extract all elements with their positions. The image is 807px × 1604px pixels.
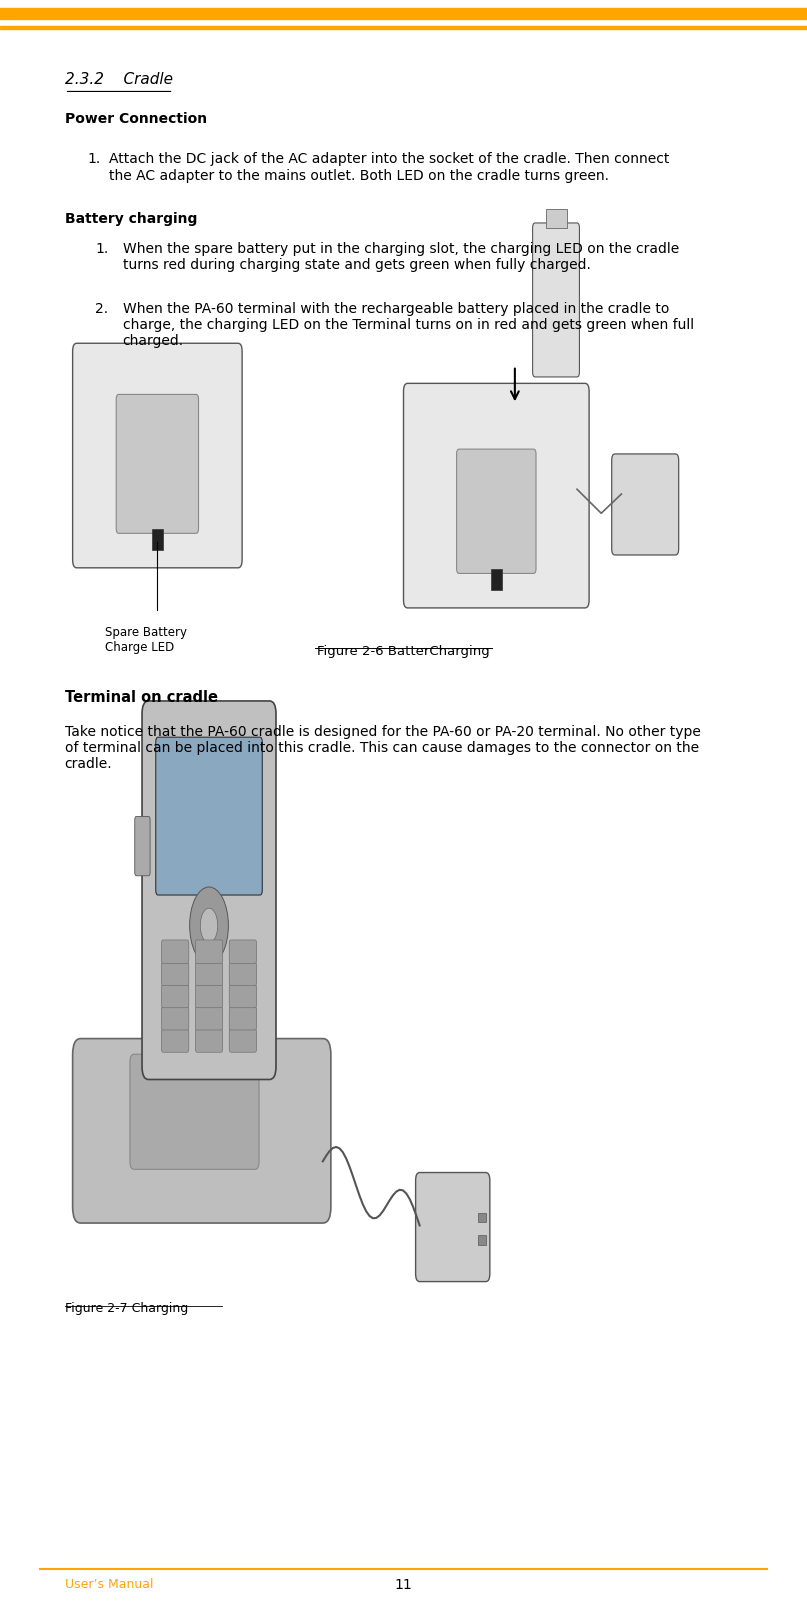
Circle shape — [190, 887, 228, 964]
Bar — [0, 8, 807, 19]
Bar — [478, 1235, 486, 1245]
FancyBboxPatch shape — [416, 1173, 490, 1282]
Text: 11: 11 — [395, 1578, 412, 1591]
FancyBboxPatch shape — [457, 449, 536, 574]
FancyBboxPatch shape — [130, 1054, 259, 1169]
FancyBboxPatch shape — [73, 343, 242, 568]
Text: When the PA-60 terminal with the rechargeable battery placed in the cradle to
ch: When the PA-60 terminal with the recharg… — [123, 302, 694, 348]
Text: Power Connection: Power Connection — [65, 112, 207, 127]
Text: Spare Battery
Charge LED: Spare Battery Charge LED — [105, 626, 187, 653]
FancyBboxPatch shape — [161, 985, 189, 1007]
FancyBboxPatch shape — [612, 454, 679, 555]
Text: Figure 2-6 BatterCharging: Figure 2-6 BatterCharging — [317, 645, 490, 658]
Text: 2.3.2    Cradle: 2.3.2 Cradle — [65, 72, 173, 87]
FancyBboxPatch shape — [404, 383, 589, 608]
FancyBboxPatch shape — [229, 1007, 257, 1030]
FancyBboxPatch shape — [161, 940, 189, 964]
FancyBboxPatch shape — [195, 962, 223, 985]
Bar — [152, 529, 163, 550]
Text: User’s Manual: User’s Manual — [65, 1578, 153, 1591]
Text: Figure 2-7 Charging: Figure 2-7 Charging — [65, 1302, 188, 1315]
FancyBboxPatch shape — [195, 1028, 223, 1052]
Text: 1.: 1. — [95, 242, 108, 257]
FancyBboxPatch shape — [135, 816, 150, 876]
FancyBboxPatch shape — [116, 395, 199, 533]
Text: Terminal on cradle: Terminal on cradle — [65, 690, 218, 704]
Text: When the spare battery put in the charging slot, the charging LED on the cradle
: When the spare battery put in the chargi… — [123, 242, 679, 273]
FancyBboxPatch shape — [73, 1039, 331, 1222]
Circle shape — [200, 908, 218, 943]
FancyBboxPatch shape — [229, 940, 257, 964]
Bar — [491, 569, 502, 590]
FancyBboxPatch shape — [142, 701, 276, 1079]
FancyBboxPatch shape — [229, 985, 257, 1007]
Text: Attach the DC jack of the AC adapter into the socket of the cradle. Then connect: Attach the DC jack of the AC adapter int… — [109, 152, 669, 183]
FancyBboxPatch shape — [195, 985, 223, 1007]
FancyBboxPatch shape — [229, 1028, 257, 1052]
FancyBboxPatch shape — [156, 738, 262, 895]
Bar — [0, 26, 807, 29]
Text: Take notice that the PA-60 cradle is designed for the PA-60 or PA-20 terminal. N: Take notice that the PA-60 cradle is des… — [65, 725, 700, 772]
FancyBboxPatch shape — [195, 940, 223, 964]
FancyBboxPatch shape — [161, 1028, 189, 1052]
FancyBboxPatch shape — [195, 1007, 223, 1030]
FancyBboxPatch shape — [533, 223, 579, 377]
Text: Battery charging: Battery charging — [65, 212, 197, 226]
Bar — [546, 209, 567, 228]
FancyBboxPatch shape — [161, 962, 189, 985]
Text: 1.: 1. — [87, 152, 100, 167]
FancyBboxPatch shape — [229, 962, 257, 985]
FancyBboxPatch shape — [161, 1007, 189, 1030]
Bar — [478, 1213, 486, 1222]
Text: 2.: 2. — [95, 302, 108, 316]
